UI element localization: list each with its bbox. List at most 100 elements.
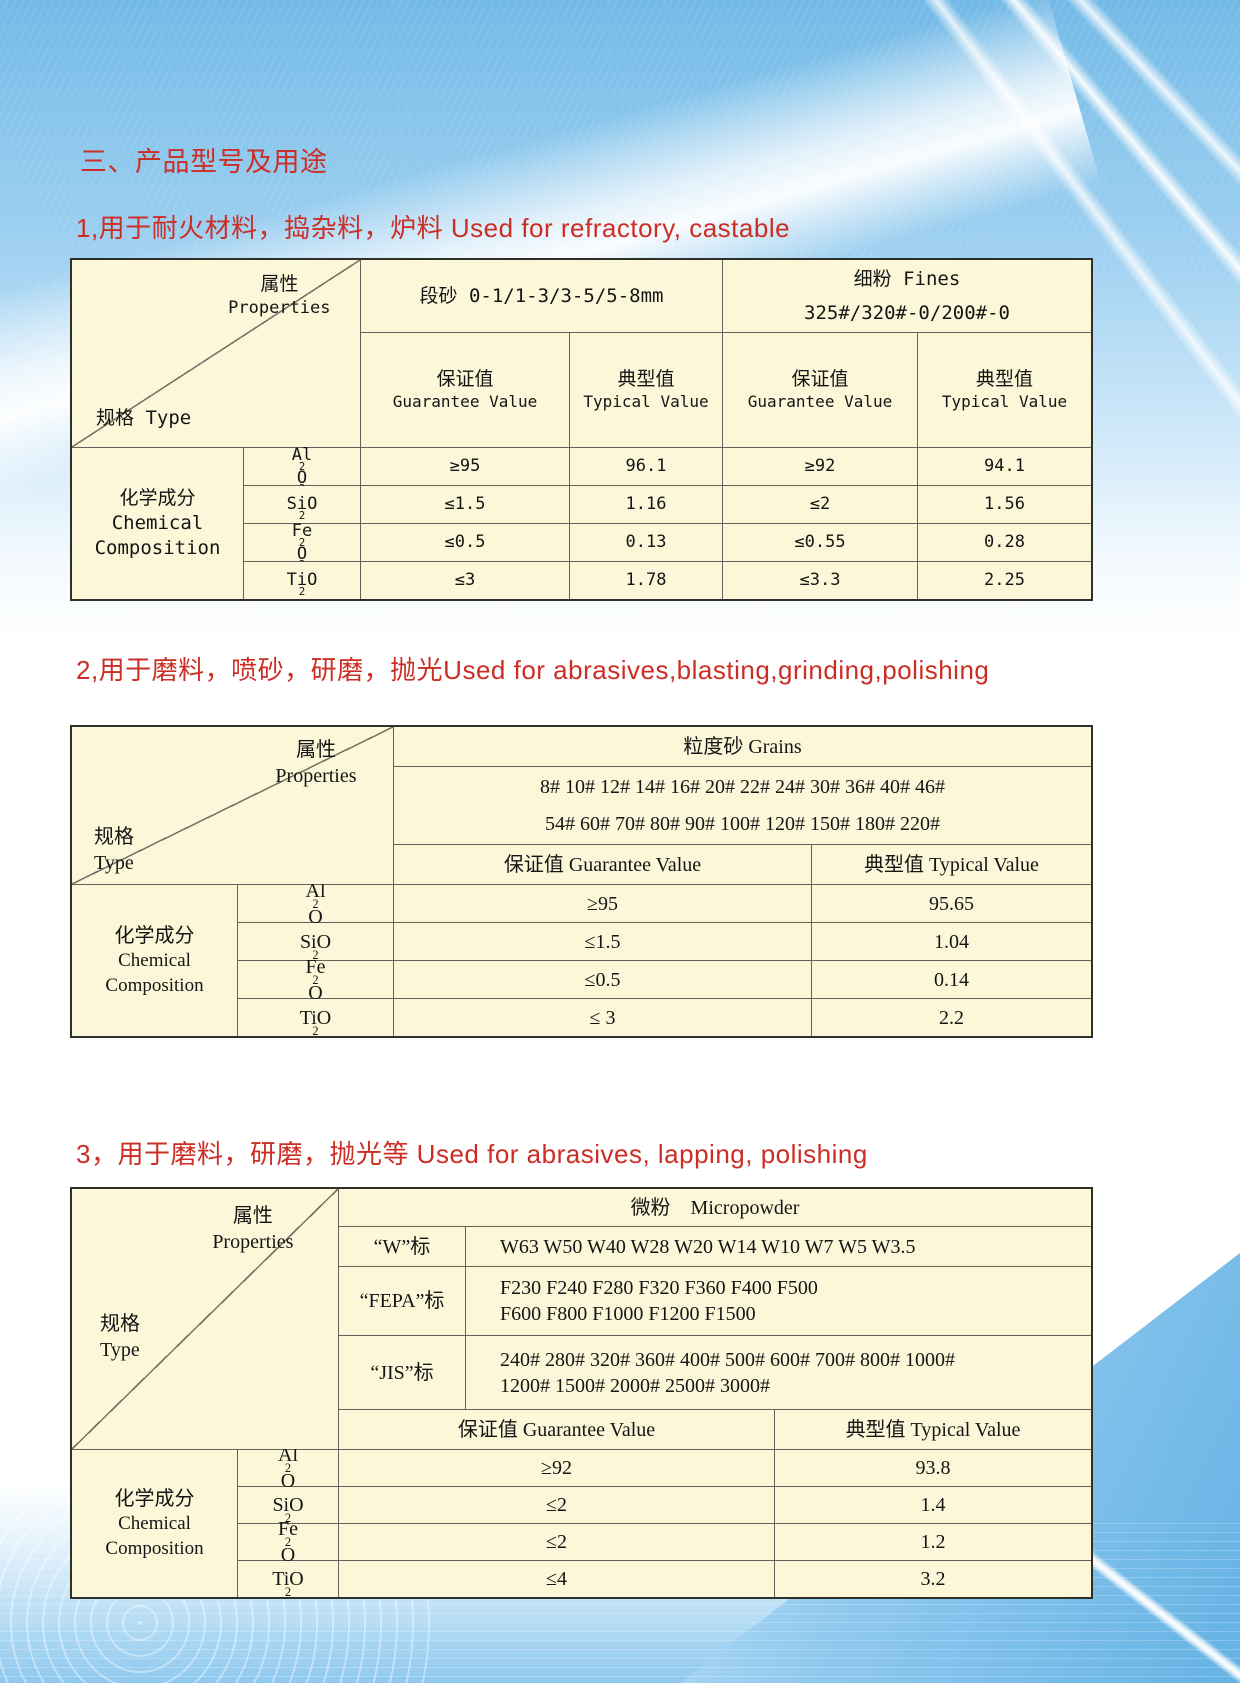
value-cell: ≤0.5 <box>394 961 811 998</box>
formula-sio2: SiO 2 <box>238 923 393 961</box>
value-cell: ≤2 <box>723 486 917 523</box>
fepa-line1: F230 F240 F280 F320 F360 F400 F500 <box>500 1277 818 1299</box>
fepa-line2: F600 F800 F1000 F1200 F1500 <box>500 1303 756 1325</box>
value-cell: ≤3 <box>361 562 569 599</box>
table-grains: 属性 Properties 规格 Type 粒度砂 Grains 8# 10# … <box>70 725 1093 1038</box>
value-cell: ≤0.5 <box>361 524 569 561</box>
grain-sizes-line1: 8# 10# 12# 14# 16# 20# 22# 24# 30# 36# 4… <box>540 776 945 799</box>
rowgroup-chemical-composition: 化学成分 Chemical Composition <box>72 1450 237 1597</box>
chemical-cn: 化学成分 <box>119 487 196 510</box>
corner-properties-type-cell: 属性 Properties 规格 Type <box>72 1189 338 1449</box>
fines-label: 细粉 Fines <box>853 267 961 290</box>
rowgroup-chemical-composition: 化学成分 Chemical Composition <box>72 885 237 1036</box>
value-cell: 0.14 <box>812 961 1091 998</box>
formula-sio2: SiO 2 <box>244 486 360 523</box>
value-cell: ≥92 <box>339 1450 774 1486</box>
value-cell: ≤1.5 <box>361 486 569 523</box>
standard-label-w: “W”标 <box>339 1227 465 1266</box>
value-cell: ≥92 <box>723 448 917 485</box>
formula-tio2: TiO 2 <box>244 562 360 599</box>
header-guarantee-sand: 保证值 Guarantee Value <box>361 333 569 447</box>
header-guarantee-fines: 保证值 Guarantee Value <box>723 333 917 447</box>
value-cell: ≤ 3 <box>394 999 811 1036</box>
standard-sizes-w: W63 W50 W40 W28 W20 W14 W10 W7 W5 W3.5 <box>466 1227 1091 1266</box>
value-cell: 94.1 <box>918 448 1091 485</box>
guarantee-cn: 保证值 <box>436 368 494 391</box>
formula-fe2o3: Fe2O3 <box>238 956 393 1012</box>
value-cell: 95.65 <box>812 885 1091 922</box>
properties-cn: 属性 <box>260 273 299 295</box>
value-cell: 1.04 <box>812 923 1091 960</box>
value-cell: ≥95 <box>361 448 569 485</box>
corner-properties-label: 属性 Properties <box>204 272 354 319</box>
header-typical: 典型值 Typical Value <box>775 1410 1091 1449</box>
corner-properties-label: 属性 Properties <box>242 737 390 789</box>
column-group-sand: 段砂 0-1/1-3/3-5/5-8mm <box>361 260 722 332</box>
fines-spec: 325#/320#-0/200#-0 <box>804 301 1010 324</box>
chemical-en1: Chemical <box>111 512 204 535</box>
corner-properties-type-cell: 属性 Properties 规格 Type <box>72 260 360 447</box>
value-cell: 1.2 <box>775 1524 1091 1560</box>
column-group-grains: 粒度砂 Grains <box>394 727 1091 766</box>
type-cn: 规格 <box>94 826 134 848</box>
header-typical-fines: 典型值 Typical Value <box>918 333 1091 447</box>
formula-fe2o3: Fe2O3 <box>238 1518 338 1574</box>
column-group-fines: 细粉 Fines 325#/320#-0/200#-0 <box>723 260 1091 332</box>
header-typical: 典型值 Typical Value <box>812 845 1091 884</box>
properties-en: Properties <box>275 765 357 787</box>
value-cell: 0.13 <box>570 524 722 561</box>
type-cn: 规格 <box>100 1313 140 1336</box>
chemical-cn: 化学成分 <box>114 1487 195 1510</box>
chemical-en2: Composition <box>105 1537 204 1559</box>
formula-al2o3: Al2O3 <box>238 880 393 936</box>
formula-tio2: TiO 2 <box>238 999 393 1037</box>
grain-sizes-cell: 8# 10# 12# 14# 16# 20# 22# 24# 30# 36# 4… <box>394 767 1091 844</box>
chemical-en2: Composition <box>105 974 204 996</box>
page-title: 三、产品型号及用途 <box>80 147 328 177</box>
chemical-en2: Composition <box>94 536 221 559</box>
jis-line1: 240# 280# 320# 360# 400# 500# 600# 700# … <box>500 1348 955 1371</box>
guarantee-cn: 保证值 <box>791 368 849 391</box>
standard-sizes-fepa: F230 F240 F280 F320 F360 F400 F500 F600 … <box>466 1267 1091 1335</box>
typical-en: Typical Value <box>941 391 1068 411</box>
type-en: Type <box>100 1339 140 1362</box>
standard-label-jis: “JIS”标 <box>339 1336 465 1409</box>
guarantee-en: Guarantee Value <box>747 391 893 411</box>
chemical-en1: Chemical <box>118 949 191 971</box>
properties-cn: 属性 <box>295 739 336 761</box>
value-cell: 96.1 <box>570 448 722 485</box>
value-cell: ≤1.5 <box>394 923 811 960</box>
rowgroup-chemical-composition: 化学成分 Chemical Composition <box>72 448 243 599</box>
grain-sizes-line2: 54# 60# 70# 80# 90# 100# 120# 150# 180# … <box>545 812 940 835</box>
value-cell: ≥95 <box>394 885 811 922</box>
formula-fe2o3: Fe2O3 <box>244 521 360 570</box>
chemical-en1: Chemical <box>118 1512 191 1534</box>
value-cell: 1.78 <box>570 562 722 599</box>
header-guarantee: 保证值 Guarantee Value <box>394 845 811 884</box>
header-guarantee: 保证值 Guarantee Value <box>339 1410 774 1449</box>
column-group-micropowder: 微粉 Micropowder <box>339 1189 1091 1226</box>
properties-cn: 属性 <box>232 1205 273 1227</box>
value-cell: ≤4 <box>339 1561 774 1597</box>
value-cell: 2.2 <box>812 999 1091 1036</box>
value-cell: ≤2 <box>339 1487 774 1523</box>
guarantee-en: Guarantee Value <box>392 391 538 411</box>
chemical-cn: 化学成分 <box>114 924 195 947</box>
value-cell: 2.25 <box>918 562 1091 599</box>
value-cell: 1.56 <box>918 486 1091 523</box>
typical-cn: 典型值 <box>617 368 675 391</box>
value-cell: 1.4 <box>775 1487 1091 1523</box>
value-cell: ≤2 <box>339 1524 774 1560</box>
corner-properties-type-cell: 属性 Properties 规格 Type <box>72 727 393 884</box>
formula-tio2: TiO 2 <box>238 1561 338 1598</box>
standard-label-fepa: “FEPA”标 <box>339 1267 465 1335</box>
properties-en: Properties <box>228 297 331 318</box>
value-cell: 93.8 <box>775 1450 1091 1486</box>
corner-properties-label: 属性 Properties <box>178 1203 327 1255</box>
table-micropowder: 属性 Properties 规格 Type 微粉 Micropowder “W”… <box>70 1187 1093 1599</box>
typical-cn: 典型值 <box>975 368 1033 391</box>
section1-heading: 1,用于耐火材料，捣杂料，炉料 Used for refractory, cas… <box>76 213 791 243</box>
typical-en: Typical Value <box>583 391 709 411</box>
section2-heading: 2,用于磨料，喷砂，研磨，抛光Used for abrasives,blasti… <box>76 655 990 685</box>
